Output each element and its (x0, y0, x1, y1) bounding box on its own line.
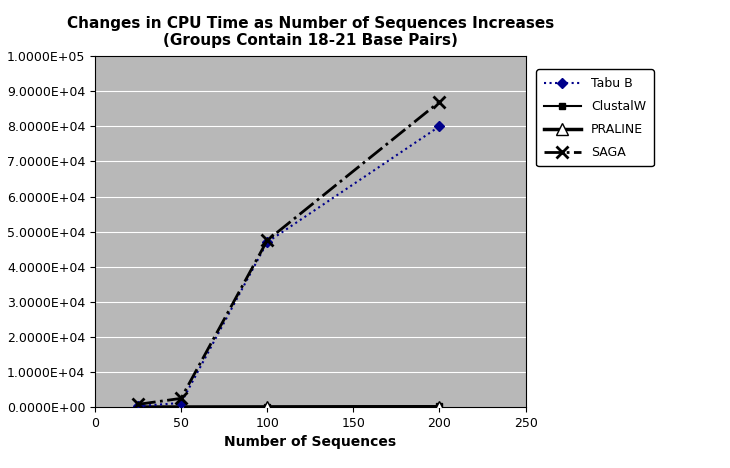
Title: Changes in CPU Time as Number of Sequences Increases
(Groups Contain 18-21 Base : Changes in CPU Time as Number of Sequenc… (66, 15, 554, 48)
X-axis label: Number of Sequences: Number of Sequences (224, 435, 396, 449)
Legend: Tabu B, ClustalW, PRALINE, SAGA: Tabu B, ClustalW, PRALINE, SAGA (536, 69, 654, 167)
Y-axis label: CPU Time (seconds): CPU Time (seconds) (0, 154, 1, 310)
